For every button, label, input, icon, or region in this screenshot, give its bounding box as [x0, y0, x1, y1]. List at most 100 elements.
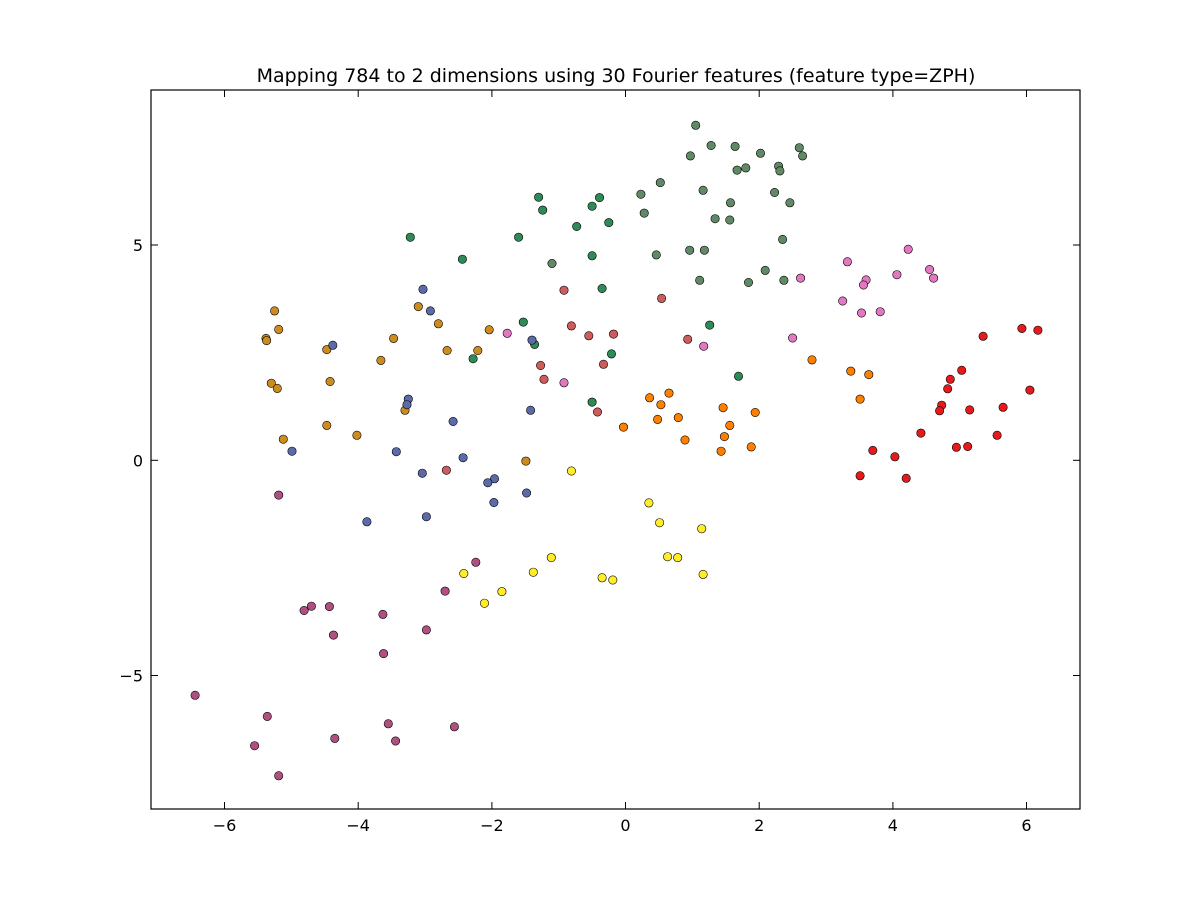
data-point	[418, 284, 428, 294]
data-point	[725, 198, 735, 208]
data-point	[636, 189, 646, 199]
axis-ticks: −6 −4 −2 0 2 4 6 −5 0 5	[119, 90, 1080, 835]
x-tick-label: 2	[754, 816, 764, 835]
data-point	[796, 273, 806, 283]
data-point	[539, 374, 549, 384]
data-point	[892, 270, 902, 280]
data-point	[698, 569, 708, 579]
data-point	[935, 406, 945, 416]
data-point	[330, 733, 340, 743]
data-point	[695, 275, 705, 285]
data-point	[306, 601, 316, 611]
data-point	[705, 320, 715, 330]
data-point	[272, 383, 282, 393]
data-point	[597, 573, 607, 583]
data-point	[584, 331, 594, 341]
data-point	[572, 222, 582, 232]
data-point	[457, 254, 467, 264]
data-point	[807, 355, 817, 365]
data-point	[680, 435, 690, 445]
data-point	[901, 473, 911, 483]
data-point	[274, 324, 284, 334]
data-point	[594, 193, 604, 203]
data-point	[699, 341, 709, 351]
x-tick-label: 6	[1021, 816, 1031, 835]
data-point	[716, 446, 726, 456]
data-point	[770, 188, 780, 198]
data-point	[725, 215, 735, 225]
data-point	[559, 378, 569, 388]
data-point	[992, 430, 1002, 440]
data-point	[868, 445, 878, 455]
plot-frame	[150, 89, 1081, 810]
data-point	[699, 245, 709, 255]
x-tick-label: 4	[888, 816, 898, 835]
data-point	[683, 334, 693, 344]
data-point	[250, 741, 260, 751]
data-point	[483, 478, 493, 488]
x-tick-label: 0	[620, 816, 630, 835]
data-point	[497, 587, 507, 597]
data-point	[592, 407, 602, 417]
data-point	[760, 265, 770, 275]
data-point	[489, 474, 499, 484]
data-point	[546, 553, 556, 563]
data-point	[697, 524, 707, 534]
data-point	[425, 306, 435, 316]
data-point	[718, 403, 728, 413]
data-point	[421, 512, 431, 522]
data-point	[604, 218, 614, 228]
data-point	[379, 649, 389, 659]
data-point	[405, 232, 415, 242]
data-point	[449, 722, 459, 732]
data-point	[943, 384, 953, 394]
data-point	[673, 413, 683, 423]
data-point	[856, 308, 866, 318]
data-point	[657, 293, 667, 303]
data-point	[778, 234, 788, 244]
data-point	[743, 277, 753, 287]
data-point	[270, 306, 280, 316]
data-point	[587, 251, 597, 261]
data-point	[484, 325, 494, 335]
data-point	[794, 143, 804, 153]
data-point	[903, 244, 913, 254]
data-point	[471, 557, 481, 567]
data-point	[732, 165, 742, 175]
data-point	[855, 394, 865, 404]
data-point	[274, 771, 284, 781]
data-point	[855, 471, 865, 481]
data-point	[322, 420, 332, 430]
y-tick-label: −5	[119, 667, 143, 686]
data-point	[664, 388, 674, 398]
data-point	[262, 336, 272, 346]
data-point	[378, 609, 388, 619]
data-point	[875, 307, 885, 317]
data-point	[656, 400, 666, 410]
data-point	[299, 605, 309, 615]
data-point	[328, 630, 338, 640]
data-point	[864, 370, 874, 380]
data-point	[526, 405, 536, 415]
data-point	[846, 366, 856, 376]
data-point	[376, 355, 386, 365]
data-point	[842, 257, 852, 267]
data-point	[597, 283, 607, 293]
x-tick-label: −4	[346, 816, 370, 835]
data-point	[957, 365, 967, 375]
data-point	[779, 275, 789, 285]
data-point	[598, 359, 608, 369]
data-points	[190, 120, 1043, 781]
data-point	[441, 465, 451, 475]
data-point	[653, 414, 663, 424]
data-point	[559, 285, 569, 295]
data-point	[262, 711, 272, 721]
data-point	[547, 258, 557, 268]
data-point	[608, 575, 618, 585]
data-point	[730, 141, 740, 151]
data-point	[421, 625, 431, 635]
data-point	[606, 349, 616, 359]
data-point	[785, 198, 795, 208]
